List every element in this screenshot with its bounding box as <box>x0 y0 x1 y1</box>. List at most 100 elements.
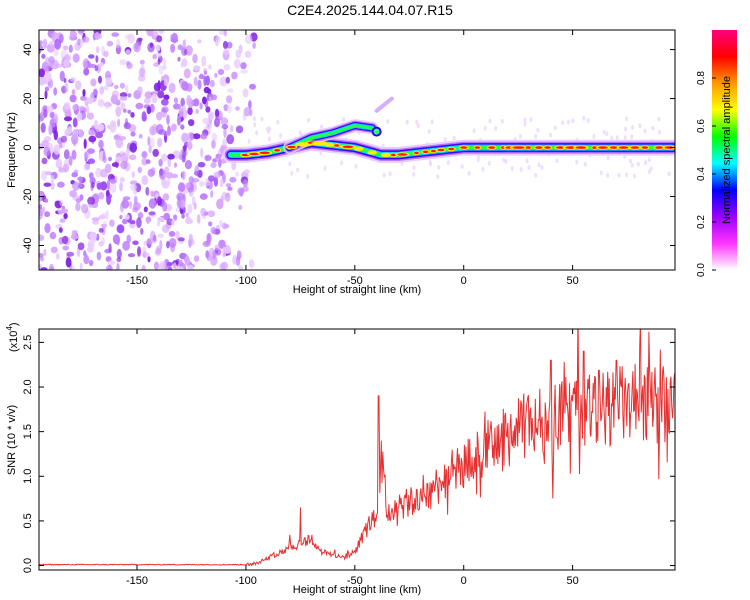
noise-blob <box>157 58 161 65</box>
noise-blob <box>44 198 49 203</box>
noise-blob <box>221 124 229 130</box>
noise-speckle <box>323 165 327 171</box>
noise-blob <box>173 103 181 110</box>
noise-blob <box>133 42 141 53</box>
noise-speckle <box>481 166 485 172</box>
noise-blob <box>71 265 75 270</box>
noise-blob <box>43 146 51 157</box>
noise-blob <box>46 105 54 114</box>
noise-blob <box>143 206 148 213</box>
noise-blob <box>168 82 176 94</box>
noise-speckle <box>412 165 416 171</box>
noise-blob <box>137 212 144 219</box>
trace-hotspot <box>380 152 391 158</box>
x-tick-label: 0 <box>461 275 467 287</box>
noise-speckle <box>647 157 651 163</box>
trace-band <box>288 124 374 150</box>
x-tick-label: -100 <box>235 275 257 287</box>
noise-blob <box>123 108 127 113</box>
noise-blob <box>130 183 137 191</box>
snr-plot-area <box>39 329 675 570</box>
noise-blob <box>222 40 228 49</box>
noise-blob <box>179 266 184 270</box>
noise-blob <box>220 261 229 270</box>
trace-peak <box>575 146 587 149</box>
noise-blob <box>87 148 95 155</box>
noise-blob <box>77 242 85 251</box>
trace-peak <box>630 146 640 149</box>
noise-blob <box>94 32 100 40</box>
noise-blob <box>109 219 115 227</box>
noise-blob <box>137 246 141 257</box>
noise-blob <box>230 124 234 133</box>
noise-blob <box>102 220 107 227</box>
noise-blob <box>69 76 77 82</box>
noise-blob <box>184 255 190 266</box>
noise-blob <box>72 181 80 191</box>
noise-blob <box>75 198 81 203</box>
noise-blob <box>227 104 232 114</box>
noise-blob <box>63 213 68 220</box>
noise-blob <box>109 178 117 184</box>
noise-blob <box>236 255 241 267</box>
noise-blob <box>168 230 176 237</box>
noise-blob <box>143 97 151 104</box>
noise-blob <box>177 44 183 51</box>
x-tick-label: 50 <box>567 575 579 587</box>
noise-blob <box>136 217 142 229</box>
noise-speckle <box>625 172 629 178</box>
noise-blob <box>150 190 154 197</box>
y-tick-label: 0 <box>22 144 34 150</box>
noise-blob <box>243 169 251 174</box>
noise-speckle <box>427 128 431 134</box>
snr-series-line <box>39 329 675 567</box>
noise-blob <box>56 252 60 260</box>
noise-speckle <box>575 159 579 165</box>
noise-blob <box>112 234 120 245</box>
noise-blob <box>180 124 185 130</box>
noise-blob <box>162 224 170 233</box>
noise-blob <box>213 171 222 179</box>
noise-speckle <box>657 116 661 122</box>
noise-blob <box>200 147 204 158</box>
noise-blob <box>101 225 106 236</box>
noise-blob <box>177 56 181 62</box>
noise-blob <box>166 240 170 249</box>
noise-blob <box>219 220 223 228</box>
noise-blob <box>81 203 89 214</box>
noise-blob <box>155 52 162 58</box>
noise-blob <box>234 58 241 69</box>
noise-blob <box>69 30 75 38</box>
noise-blob <box>129 220 136 225</box>
noise-blob <box>64 82 69 93</box>
noise-speckle <box>430 119 434 125</box>
noise-blob <box>50 174 55 184</box>
noise-speckle <box>267 136 271 142</box>
noise-blob <box>175 206 181 213</box>
noise-blob <box>83 67 90 76</box>
noise-blob <box>40 267 48 270</box>
noise-blob <box>62 163 70 173</box>
noise-blob <box>115 137 124 149</box>
noise-speckle <box>412 171 416 177</box>
noise-blob <box>210 94 218 101</box>
noise-blob <box>125 214 130 220</box>
noise-blob <box>108 156 112 162</box>
noise-blob <box>139 59 145 65</box>
noise-blob <box>43 248 47 256</box>
noise-blob <box>235 125 244 134</box>
noise-blob <box>114 84 119 90</box>
noise-blob <box>205 106 211 113</box>
noise-speckle <box>644 160 647 166</box>
noise-speckle <box>610 135 614 141</box>
noise-speckle <box>472 128 476 134</box>
noise-blob <box>40 122 46 133</box>
noise-speckle <box>296 167 300 173</box>
noise-blob <box>49 266 54 270</box>
noise-blob <box>98 215 106 220</box>
noise-blob <box>166 177 171 186</box>
noise-blob <box>205 240 210 246</box>
noise-blob <box>91 181 95 189</box>
noise-blob <box>252 42 256 49</box>
noise-blob <box>227 88 234 93</box>
